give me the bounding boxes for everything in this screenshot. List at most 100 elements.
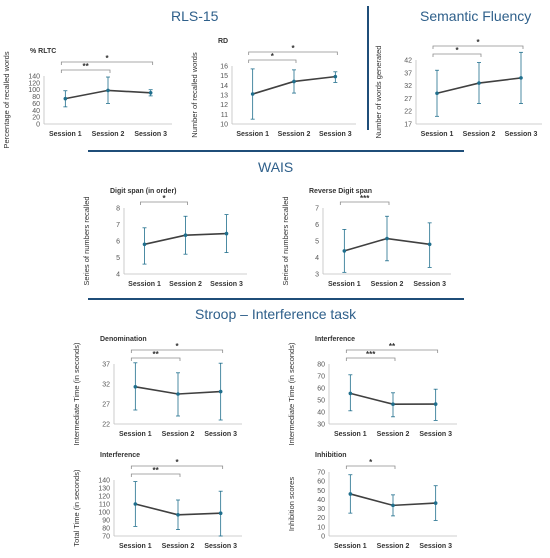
y-tick-label: 40: [317, 410, 325, 417]
y-tick-label: 60: [317, 386, 325, 393]
x-tick-label: Session 3: [413, 281, 446, 288]
significance-label: *: [291, 44, 295, 53]
y-tick-label: 42: [404, 58, 412, 65]
y-axis-label: Percentage of recalled words: [2, 51, 11, 148]
chart-semantic-fluency: Number of words generated 17 22 27 32 37 42 Ses…: [374, 38, 542, 139]
significance-bracket: [432, 45, 524, 49]
significance-label: *: [271, 52, 275, 61]
x-tick-label: Session 2: [371, 281, 404, 288]
significance-label: *: [476, 38, 480, 47]
x-tick-label: Session 3: [210, 281, 243, 288]
y-axis-label: Total Time (in seconds): [72, 469, 81, 547]
significance-bracket: [248, 51, 338, 55]
chart-stroop-denomination: Denomination Intermediate Time (in second…: [72, 336, 242, 445]
y-tick-label: 5: [315, 239, 319, 246]
data-point: [348, 492, 353, 496]
y-tick-label: 22: [404, 109, 412, 116]
significance-label: ***: [366, 350, 376, 359]
x-tick-label: Session 3: [505, 131, 538, 138]
y-tick-label: 3: [315, 272, 319, 279]
significance-bracket: [60, 61, 154, 65]
significance-label: *: [369, 458, 373, 467]
x-tick-label: Session 1: [334, 543, 367, 550]
y-axis-label: Number of words generated: [374, 46, 383, 139]
horizontal-divider-1: [88, 150, 464, 152]
data-point: [333, 74, 338, 79]
chart-title: Interference: [100, 452, 140, 459]
y-tick-label: 80: [317, 362, 325, 369]
x-tick-label: Session 2: [92, 131, 125, 138]
y-tick-label: 120: [28, 80, 40, 87]
x-tick-label: Session 2: [377, 543, 410, 550]
significance-bracket: [130, 357, 181, 361]
significance-label: *: [105, 54, 109, 63]
y-tick-label: 4: [315, 255, 319, 262]
y-tick-label: 120: [98, 494, 110, 501]
y-tick-label: 5: [116, 255, 120, 262]
y-tick-label: 6: [116, 239, 120, 246]
chart-title: Reverse Digit span: [309, 188, 372, 195]
x-tick-label: Session 2: [162, 543, 195, 550]
y-tick-label: 10: [317, 524, 325, 531]
y-tick-label: 140: [98, 478, 110, 485]
y-tick-label: 100: [28, 87, 40, 94]
chart-rls-rd: RD Number of recalled words 10 11 12 13 14 15 16…: [190, 38, 356, 138]
y-tick-label: 20: [32, 115, 40, 122]
significance-label: **: [153, 466, 160, 475]
y-axis-label: Intermediate Time (in seconds): [287, 342, 296, 445]
x-tick-label: Session 1: [49, 131, 82, 138]
data-point: [142, 242, 147, 247]
x-tick-label: Session 2: [169, 281, 202, 288]
significance-bracket: [130, 349, 224, 353]
y-tick-label: 37: [102, 362, 110, 369]
x-tick-label: Session 3: [319, 131, 352, 138]
vertical-divider: [367, 6, 369, 130]
data-point: [385, 236, 389, 241]
y-tick-label: 50: [317, 398, 325, 405]
y-tick-label: 30: [317, 422, 325, 429]
significance-bracket: [130, 465, 224, 469]
data-point: [218, 511, 223, 515]
y-tick-label: 40: [32, 108, 40, 115]
y-tick-label: 12: [220, 102, 228, 109]
y-tick-label: 7: [116, 222, 120, 229]
data-point: [133, 385, 138, 389]
y-tick-label: 13: [220, 93, 228, 100]
section-title-wais: WAIS: [258, 159, 294, 175]
significance-label: *: [175, 342, 179, 351]
y-axis-label: Series of numbers recalled: [82, 196, 91, 285]
data-point: [224, 231, 229, 236]
significance-label: **: [153, 350, 160, 359]
y-tick-label: 100: [98, 510, 110, 517]
chart-title: Interference: [315, 336, 355, 343]
significance-bracket: [339, 201, 390, 205]
y-tick-label: 0: [36, 122, 40, 129]
y-tick-label: 110: [99, 502, 110, 509]
y-tick-label: 10: [220, 122, 228, 129]
y-tick-label: 50: [317, 488, 325, 495]
data-point: [133, 502, 138, 506]
y-tick-label: 8: [116, 206, 120, 213]
significance-label: **: [389, 342, 396, 351]
data-point: [342, 249, 347, 253]
y-tick-label: 130: [98, 486, 110, 493]
y-tick-label: 7: [315, 206, 319, 213]
x-tick-label: Session 1: [334, 431, 367, 438]
y-tick-label: 70: [102, 534, 110, 541]
data-point: [477, 81, 481, 85]
section-title-semantic: Semantic Fluency: [420, 8, 532, 24]
significance-bracket: [248, 59, 297, 63]
data-point: [63, 96, 68, 101]
chart-stroop-interference: Interference Intermediate Time (in second…: [287, 336, 457, 445]
y-tick-label: 27: [102, 402, 110, 409]
data-point: [292, 79, 296, 84]
y-tick-label: 32: [102, 382, 110, 389]
significance-label: *: [162, 194, 166, 203]
chart-stroop-inhibition: Inhibition Inhibition scores 0 10 20 30 40 50 60…: [287, 452, 457, 550]
significance-bracket: [130, 473, 181, 477]
x-tick-label: Session 1: [128, 281, 161, 288]
chart-title: Denomination: [100, 336, 147, 343]
data-point: [250, 92, 255, 96]
data-point: [391, 503, 395, 508]
y-tick-label: 11: [221, 112, 228, 119]
